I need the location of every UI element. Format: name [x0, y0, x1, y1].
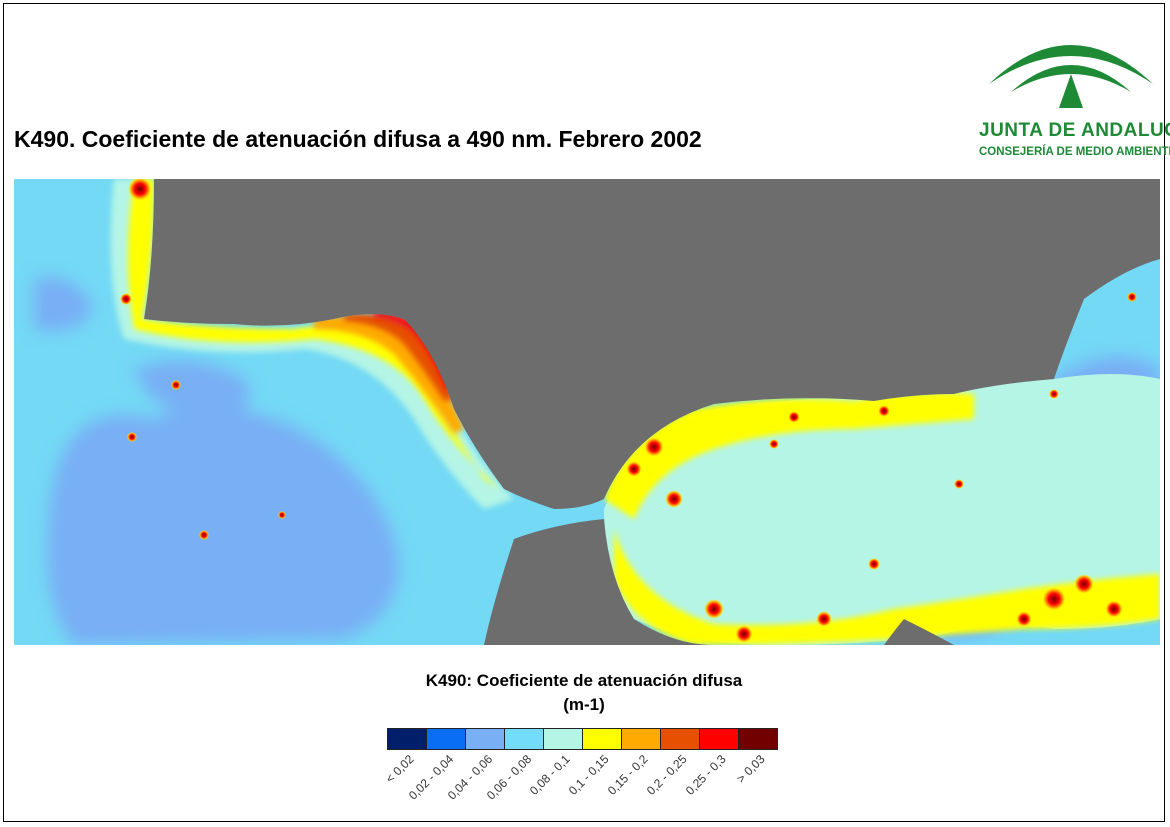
- alboran-sea: [604, 374, 1160, 645]
- legend-title: K490: Coeficiente de atenuación difusa (…: [304, 669, 864, 717]
- legend-swatch: [505, 729, 544, 749]
- atlantic-coastal-band: [110, 179, 515, 509]
- legend-label: 0,15 - 0,2: [604, 752, 651, 798]
- legend-labels: < 0,02 0,02 - 0,04 0,04 - 0,06 0,06 - 0,08 0…: [382, 752, 779, 822]
- african-land-east: [884, 619, 954, 645]
- legend-label: 0,08 - 0,1: [526, 752, 573, 798]
- iberian-land: [144, 179, 1160, 509]
- legend-label: 0,25 - 0,3: [682, 752, 729, 798]
- logo-arcs-icon: [989, 45, 1153, 108]
- legend-color-bar: [387, 728, 778, 750]
- legend-label: > 0,03: [733, 752, 768, 786]
- legend-swatch: [739, 729, 777, 749]
- legend-swatch: [583, 729, 622, 749]
- legend-label: 0,1 - 0,15: [565, 752, 612, 798]
- spain-med-coastal-band: [604, 392, 974, 519]
- legend-title-line2: (m-1): [563, 695, 605, 714]
- legend-swatch: [427, 729, 466, 749]
- legend-label: 0,2 - 0,25: [643, 752, 690, 798]
- legend-swatch: [661, 729, 700, 749]
- legend-title-line1: K490: Coeficiente de atenuación difusa: [425, 671, 743, 690]
- map-title: K490. Coeficiente de atenuación difusa a…: [14, 126, 702, 152]
- african-land: [484, 519, 714, 645]
- legend-swatch: [388, 729, 427, 749]
- logo-text-junta: JUNTA DE ANDALUCIA: [979, 120, 1170, 141]
- legend-label: < 0,02: [382, 752, 417, 786]
- page-frame: K490. Coeficiente de atenuación difusa a…: [3, 3, 1170, 822]
- junta-andalucia-logo: JUNTA DE ANDALUCIA CONSEJERÍA DE MEDIO A…: [979, 16, 1170, 166]
- k490-map: [14, 179, 1160, 645]
- hotspots: [120, 179, 1137, 643]
- legend-swatch: [466, 729, 505, 749]
- logo-text-consejeria: CONSEJERÍA DE MEDIO AMBIENTE: [979, 146, 1170, 158]
- legend-swatch: [700, 729, 739, 749]
- legend-swatch: [544, 729, 583, 749]
- atlantic-yellow-band: [128, 179, 499, 489]
- legend-swatch: [622, 729, 661, 749]
